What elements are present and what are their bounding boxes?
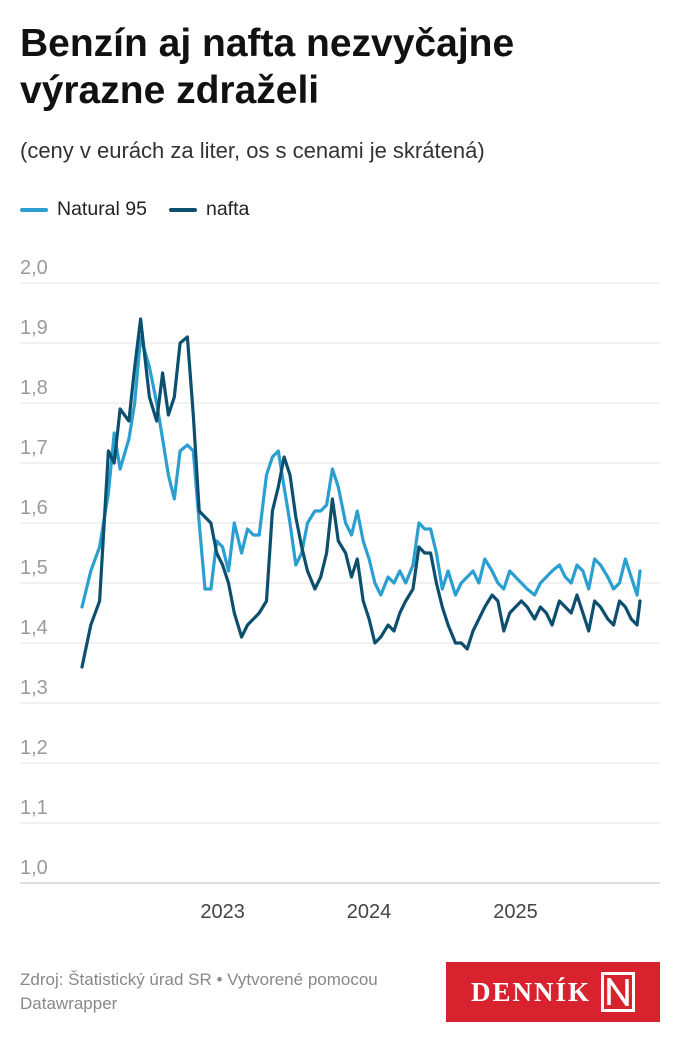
x-tick-label: 2023 — [200, 901, 245, 923]
legend-label-nafta: nafta — [205, 198, 250, 220]
logo-text: DENNÍK — [470, 976, 591, 1007]
dennik-n-logo: DENNÍK — [446, 962, 660, 1022]
series-line-natural95 — [80, 335, 642, 609]
legend-swatch-natural95 — [20, 207, 48, 212]
legend-item-nafta: nafta — [168, 198, 250, 221]
y-tick-label: 1,7 — [20, 437, 48, 459]
n-mark-icon — [607, 978, 629, 1006]
legend-item-natural95: Natural 95 — [20, 198, 147, 221]
legend-swatch-nafta — [168, 207, 197, 212]
y-tick-label: 1,1 — [20, 797, 48, 819]
x-tick-label: 2024 — [347, 901, 392, 923]
y-tick-label: 1,4 — [20, 617, 48, 639]
x-tick-label: 2025 — [493, 901, 538, 923]
y-tick-label: 1,6 — [20, 497, 48, 519]
y-tick-label: 1,5 — [20, 557, 48, 579]
y-tick-label: 2,0 — [20, 257, 48, 279]
y-tick-label: 1,3 — [20, 677, 48, 699]
y-tick-label: 1,9 — [20, 317, 48, 339]
legend-label-natural95: Natural 95 — [57, 198, 147, 220]
chart-subtitle: (ceny v eurách za liter, os s cenami je … — [20, 138, 485, 163]
source-note: Zdroj: Štatistický úrad SR • Vytvorené p… — [20, 970, 378, 1013]
line-chart: 2,0 1,9 1,8 1,7 1,6 1,5 1,4 1,3 1,2 1,1 1,0 2023 202… — [20, 257, 660, 923]
series-line-nafta — [80, 317, 642, 669]
logo-n-mark — [601, 972, 635, 1012]
legend: Natural 95 nafta — [20, 198, 271, 221]
y-tick-label: 1,2 — [20, 737, 48, 759]
y-tick-label: 1,0 — [20, 857, 48, 879]
chart-title: Benzín aj nafta nezvyčajne výrazne zdraž… — [20, 22, 515, 112]
y-tick-label: 1,8 — [20, 377, 48, 399]
